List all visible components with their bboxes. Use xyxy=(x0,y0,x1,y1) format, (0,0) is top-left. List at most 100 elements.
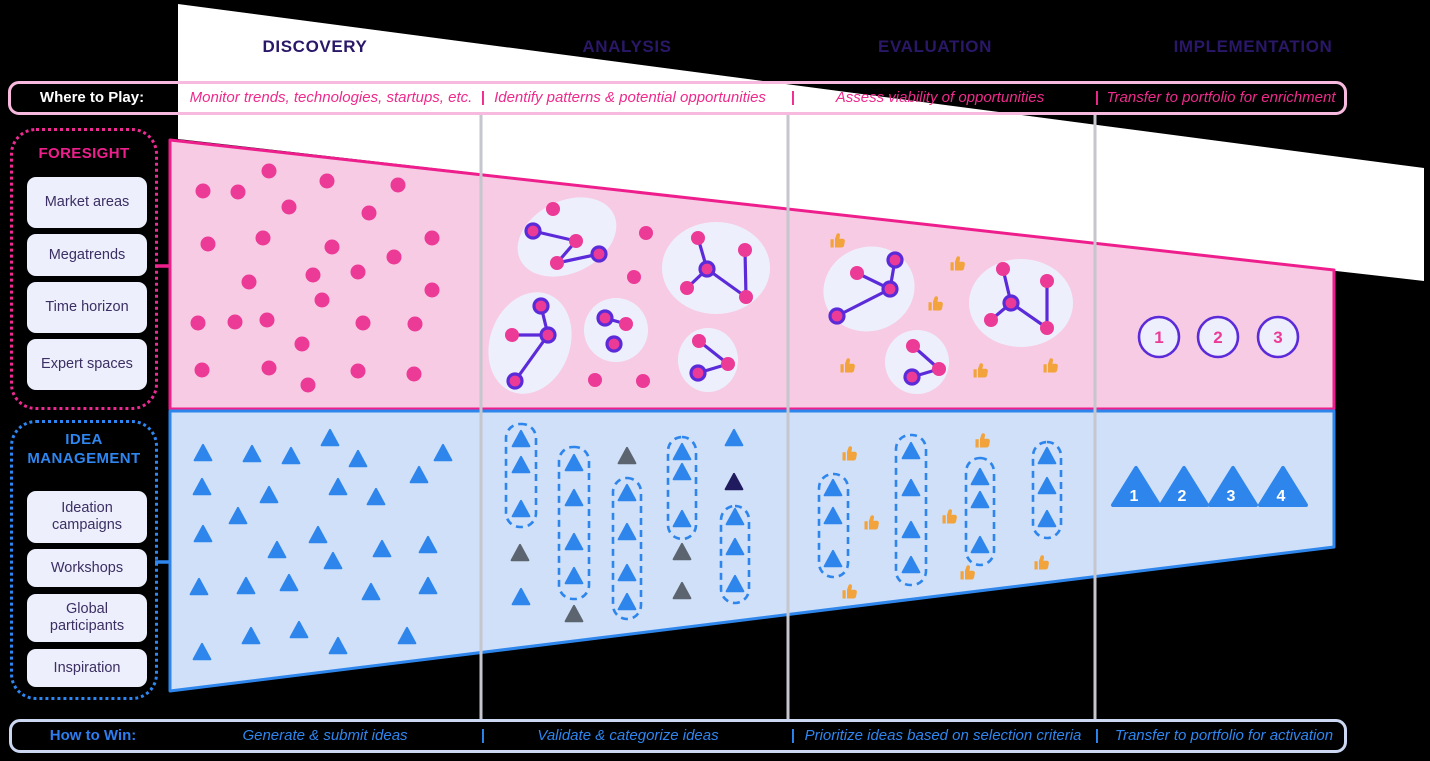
network-node xyxy=(605,335,623,353)
trend-dot xyxy=(314,292,330,308)
trend-dot xyxy=(281,199,297,215)
idea-triangle xyxy=(418,535,438,554)
how-separator-2: | xyxy=(790,727,796,744)
network-node xyxy=(1040,321,1054,335)
idea-triangle xyxy=(823,549,843,568)
idea-triangle xyxy=(901,520,921,539)
idea-triangle xyxy=(361,582,381,601)
trend-dot xyxy=(324,239,340,255)
opportunity-circle-2 xyxy=(1196,315,1240,359)
stage-header-analysis: ANALYSIS xyxy=(582,37,672,56)
trend-dot xyxy=(230,184,246,200)
idea-management-panel: IDEA MANAGEMENT Ideation campaigns Works… xyxy=(10,420,158,700)
network-node xyxy=(1002,294,1020,312)
stage-header-implementation: IMPLEMENTATION xyxy=(1173,37,1333,56)
trend-dot xyxy=(386,249,402,265)
idea-capsule xyxy=(894,433,928,587)
network-node xyxy=(539,326,557,344)
thumbs-up-icon xyxy=(960,565,975,580)
idea-item-ideation-campaigns: Ideation campaigns xyxy=(27,491,147,543)
evaluation-cluster-ellipse xyxy=(885,330,949,394)
where-text-analysis: Identify patterns & potential opportunit… xyxy=(494,89,766,106)
idea-triangle xyxy=(511,499,531,518)
network-node xyxy=(680,281,694,295)
idea-triangle xyxy=(320,428,340,447)
trend-dot xyxy=(300,377,316,393)
how-text-implementation: Transfer to portfolio for activation xyxy=(1114,727,1334,744)
idea-triangle xyxy=(1037,446,1057,465)
idea-triangle xyxy=(511,429,531,448)
idea-triangle xyxy=(228,506,248,525)
network-edge xyxy=(836,287,891,318)
idea-triangle xyxy=(617,563,637,582)
idea-triangle xyxy=(672,442,692,461)
idea-triangle xyxy=(617,483,637,502)
opportunity-circle-number: 1 xyxy=(1154,328,1163,347)
idea-triangle xyxy=(433,443,453,462)
idea-triangle xyxy=(418,576,438,595)
idea-triangle xyxy=(672,462,692,481)
network-node xyxy=(850,266,864,280)
opportunity-circle-number: 2 xyxy=(1213,328,1222,347)
selected-idea-triangle-3 xyxy=(1208,466,1258,507)
trend-dot xyxy=(195,183,211,199)
idea-triangle xyxy=(193,443,213,462)
idea-capsule xyxy=(964,456,996,567)
network-node xyxy=(721,357,735,371)
idea-triangle xyxy=(970,490,990,509)
network-node xyxy=(506,372,524,390)
trend-dot xyxy=(190,315,206,331)
idea-triangle xyxy=(372,539,392,558)
foresight-item-time-horizon: Time horizon xyxy=(27,282,147,333)
idea-triangle xyxy=(617,592,637,611)
where-text-evaluation: Assess viability of opportunities xyxy=(835,89,1045,106)
network-node xyxy=(984,313,998,327)
selected-idea-triangle-1 xyxy=(1111,466,1161,507)
where-to-play-row: Where to Play: Monitor trends, technolog… xyxy=(8,81,1347,115)
background-band xyxy=(178,4,1424,281)
rejected-idea-triangle xyxy=(510,543,530,562)
rejected-idea-triangle xyxy=(617,446,637,465)
trend-dot xyxy=(255,230,271,246)
idea-triangle xyxy=(564,566,584,585)
selected-idea-triangle-2 xyxy=(1159,466,1209,507)
idea-triangle xyxy=(241,626,261,645)
idea-triangle xyxy=(189,577,209,596)
idea-triangle xyxy=(323,551,343,570)
idea-capsule xyxy=(504,422,538,529)
network-node xyxy=(546,202,560,216)
thumbs-up-icon xyxy=(942,509,957,524)
idea-triangle xyxy=(672,509,692,528)
network-node xyxy=(903,368,921,386)
thumbs-up-icon xyxy=(830,233,845,248)
opportunity-circle-3 xyxy=(1256,315,1300,359)
trend-dot xyxy=(200,236,216,252)
trend-dot xyxy=(355,315,371,331)
idea-triangle xyxy=(397,626,417,645)
trend-dot xyxy=(636,374,650,388)
foresight-item-market-areas: Market areas xyxy=(27,177,147,228)
idea-capsule xyxy=(719,504,751,605)
stage-header-discovery: DISCOVERY xyxy=(262,37,368,56)
how-text-discovery: Generate & submit ideas xyxy=(242,727,408,744)
thumbs-up-icon xyxy=(950,256,965,271)
idea-capsule xyxy=(817,472,850,579)
network-node xyxy=(996,262,1010,276)
idea-triangle xyxy=(281,446,301,465)
thumbs-up-icon xyxy=(928,296,943,311)
idea-triangle xyxy=(409,465,429,484)
idea-funnel xyxy=(168,409,1336,693)
rejected-idea-triangle xyxy=(672,542,692,561)
idea-triangle xyxy=(564,532,584,551)
idea-triangle xyxy=(970,467,990,486)
where-separator-1: | xyxy=(480,89,486,106)
trend-dot xyxy=(424,230,440,246)
trend-dot xyxy=(407,316,423,332)
thumbs-up-icon xyxy=(842,584,857,599)
idea-triangle xyxy=(724,428,744,447)
idea-triangle xyxy=(564,453,584,472)
where-text-implementation: Transfer to portfolio for enrichment xyxy=(1106,89,1336,106)
where-separator-2: | xyxy=(790,89,796,106)
idea-triangle xyxy=(725,574,745,593)
